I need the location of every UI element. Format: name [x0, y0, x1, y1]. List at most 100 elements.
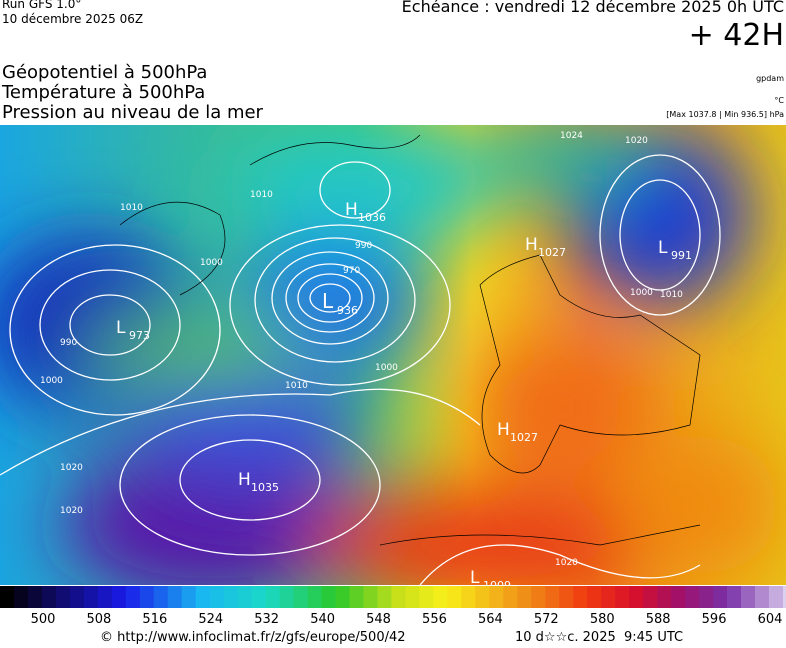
center-value: 936 — [337, 304, 358, 317]
run: Run GFS 1.0° — [2, 0, 82, 11]
center-value: 991 — [671, 249, 692, 262]
colorbar-swatch — [740, 586, 756, 608]
colorbar-swatch — [97, 586, 113, 608]
colorbar-swatch — [727, 586, 742, 608]
colorbar-label: 524 — [198, 612, 223, 627]
title: Pression au niveau de la mer — [2, 102, 263, 123]
colorbar-swatch — [349, 586, 364, 608]
colorbar-label: 572 — [534, 612, 559, 627]
colorbar-swatch — [489, 586, 504, 608]
colorbar-swatch — [223, 586, 239, 608]
colorbar-swatch — [181, 586, 197, 608]
colorbar-swatch — [685, 586, 700, 608]
colorbar-swatch — [517, 586, 532, 608]
isobar-label: 1000 — [40, 376, 63, 386]
colorbar-label: 548 — [366, 612, 391, 627]
colorbar-swatch — [559, 586, 574, 608]
colorbar-swatch — [13, 586, 29, 608]
colorbar-swatch — [587, 586, 602, 608]
center-kind: L — [658, 238, 668, 258]
colorbar-label: 604 — [758, 612, 783, 627]
colorbar-label: 596 — [702, 612, 727, 627]
colorbar-swatch — [335, 586, 351, 608]
isobar-label: 1000 — [630, 288, 653, 298]
colorbar-swatch — [629, 586, 644, 608]
colorbar-swatch — [293, 586, 309, 608]
isobar-label: 1010 — [250, 190, 273, 200]
center-value: 1035 — [251, 481, 279, 494]
colorbar-swatch — [713, 586, 728, 608]
colorbar-swatch — [447, 586, 462, 608]
colorbar-label: 588 — [646, 612, 671, 627]
isobars — [0, 154, 721, 585]
map: H1036H1027L991L936L973H1027H1035L1009102… — [0, 125, 786, 585]
colorbar-swatch — [321, 586, 337, 608]
colorbar-swatch — [699, 586, 714, 608]
unit: [Max 1037.8 | Min 936.5] hPa — [666, 110, 784, 119]
colorbar-swatch — [475, 586, 490, 608]
colorbar-swatch — [545, 586, 560, 608]
center-kind: H — [345, 200, 358, 220]
title: Géopotentiel à 500hPa — [2, 62, 208, 83]
colorbar-swatch — [55, 586, 71, 608]
colorbar-swatch — [125, 586, 141, 608]
colorbar-swatch — [251, 586, 267, 608]
footer-stamp: 10 d☆☆c. 2025 9:45 UTC — [515, 630, 684, 645]
colorbar-swatch — [209, 586, 225, 608]
isobar-label: 1020 — [60, 506, 83, 516]
colorbar-swatch — [768, 586, 784, 608]
colorbar-swatch — [377, 586, 392, 608]
colorbar-label: 516 — [142, 612, 167, 627]
colorbar-swatch — [503, 586, 518, 608]
colorbar-swatch — [461, 586, 476, 608]
colorbar-label: 564 — [478, 612, 503, 627]
center-value: 1027 — [510, 431, 538, 444]
colorbar-swatch — [754, 586, 770, 608]
isobar-label: 1010 — [285, 381, 308, 391]
center-kind: H — [238, 470, 251, 490]
colorbar-swatch — [657, 586, 672, 608]
isobar-label: 1000 — [200, 258, 223, 268]
unit: gpdam — [756, 74, 784, 83]
colorbar-swatch — [0, 586, 15, 608]
colorbar-swatch — [69, 586, 85, 608]
colorbar-swatch — [195, 586, 211, 608]
colorbar-swatch — [531, 586, 546, 608]
isobar-label: 990 — [355, 241, 372, 251]
colorbar-swatch — [643, 586, 658, 608]
colorbar-swatch — [433, 586, 448, 608]
isobar-label: 1020 — [555, 558, 578, 568]
colorbar-swatch — [41, 586, 57, 608]
center-kind: H — [497, 420, 510, 440]
colorbar-label: 580 — [590, 612, 615, 627]
colorbar-swatch — [601, 586, 616, 608]
center-value: 1009 — [483, 579, 511, 585]
center-value: 1027 — [538, 246, 566, 259]
colorbar-swatch — [265, 586, 281, 608]
colorbar-swatch — [615, 586, 630, 608]
run-date: 10 décembre 2025 06Z — [2, 12, 144, 26]
colorbar-swatch — [363, 586, 378, 608]
isobar-label: 1024 — [560, 131, 583, 141]
colorbar-label: 540 — [310, 612, 335, 627]
colorbar-swatch — [167, 586, 183, 608]
colorbar-swatch — [27, 586, 43, 608]
title: Température à 500hPa — [2, 82, 206, 103]
center-kind: L — [322, 289, 334, 313]
isobar-label: 1010 — [660, 290, 683, 300]
colorbar-swatch — [391, 586, 406, 608]
colorbar-swatch — [419, 586, 434, 608]
isobar-label: 990 — [60, 338, 77, 348]
colorbar-swatch — [279, 586, 295, 608]
isobar-label: 1010 — [120, 203, 143, 213]
colorbar-swatch — [139, 586, 155, 608]
colorbar-swatch — [83, 586, 99, 608]
isobar-label: 970 — [343, 266, 360, 276]
colorbar-label: 508 — [87, 612, 112, 627]
isobar-label: 1020 — [625, 136, 648, 146]
center-kind: L — [470, 568, 480, 585]
center-kind: L — [116, 318, 126, 338]
colorbar-swatch — [307, 586, 323, 608]
colorbar-label: 556 — [422, 612, 447, 627]
